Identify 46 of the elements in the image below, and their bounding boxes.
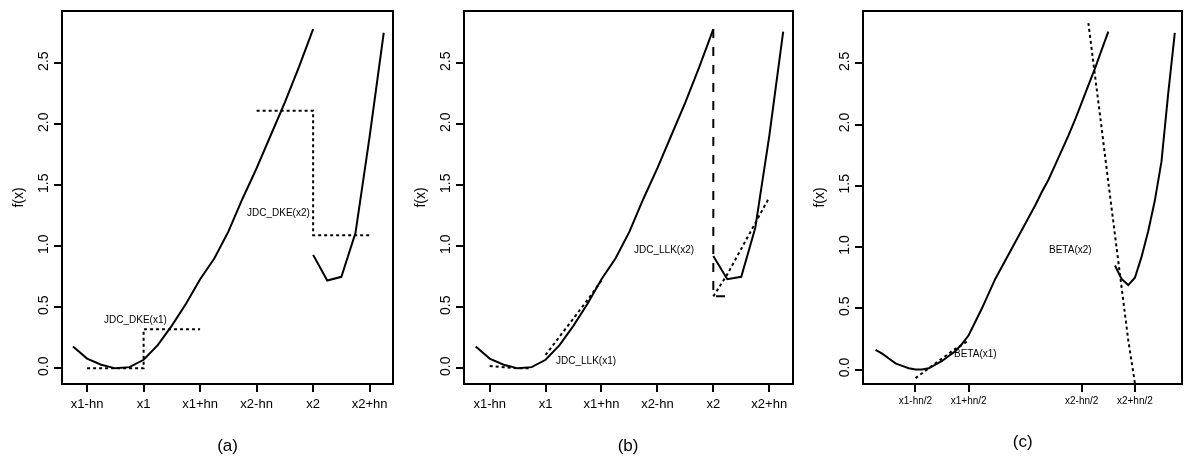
x-tick-label: x2+hn <box>351 395 388 411</box>
y-tick-label: 0.0 <box>836 357 853 378</box>
y-tick-label: 0.0 <box>35 356 52 376</box>
y-tick-label: 1.0 <box>836 235 853 255</box>
y-tick-label: 1.5 <box>836 173 853 194</box>
x-tick-label: x1 <box>136 395 151 411</box>
y-tick-label: 2.0 <box>836 112 853 133</box>
y-tick-label: 2.5 <box>836 51 853 72</box>
y-tick-label: 2.5 <box>35 51 52 71</box>
y-tick-label: 1.0 <box>35 234 52 254</box>
x-tick-label: x1 <box>538 395 553 411</box>
y-tick-label: 2.5 <box>436 51 453 71</box>
x-tick-label: x1-hn <box>70 395 104 411</box>
y-tick-label: 1.0 <box>436 234 453 254</box>
x-axis-title: (c) <box>1012 431 1033 451</box>
y-tick-label: 0.5 <box>436 295 453 315</box>
y-axis-title: f(x) <box>10 187 27 208</box>
annotation: BETA(x2) <box>1049 244 1092 255</box>
x-tick-label: x2+hn/2 <box>1116 395 1154 406</box>
x-tick-label: x1+hn <box>182 395 219 411</box>
y-tick-label: 2.0 <box>35 112 52 132</box>
x-tick-label: x2 <box>306 395 320 411</box>
x-tick-label: x1-hn <box>473 395 506 411</box>
y-axis-title: f(x) <box>811 187 828 208</box>
x-tick-label: x2 <box>706 395 721 411</box>
annotation: JDC_LLK(x2) <box>634 244 695 255</box>
y-tick-label: 0.5 <box>35 295 52 315</box>
x-tick-label: x2-hn/2 <box>1065 395 1099 406</box>
y-axis-title: f(x) <box>412 187 429 208</box>
x-axis-title: (b) <box>617 436 639 456</box>
annotation: JDC_LLK(x1) <box>556 355 617 366</box>
x-tick-label: x2+hn <box>751 395 788 411</box>
y-tick-label: 2.0 <box>436 112 453 132</box>
annotation: JDC_DKE(x1) <box>104 314 167 325</box>
annotation: JDC_DKE(x2) <box>247 207 310 218</box>
annotation: BETA(x1) <box>954 348 997 359</box>
x-tick-label: x2-hn <box>240 395 273 411</box>
y-tick-label: 0.5 <box>836 296 853 316</box>
y-tick-label: 0.0 <box>436 356 453 376</box>
y-tick-label: 1.5 <box>35 173 52 193</box>
x-tick-label: x1-hn/2 <box>898 395 933 406</box>
x-tick-label: x1+hn <box>583 395 620 411</box>
y-tick-label: 1.5 <box>436 173 453 193</box>
x-axis-title: (a) <box>217 436 238 456</box>
x-tick-label: x1+hn/2 <box>950 395 988 406</box>
x-tick-label: x2-hn <box>641 395 674 411</box>
